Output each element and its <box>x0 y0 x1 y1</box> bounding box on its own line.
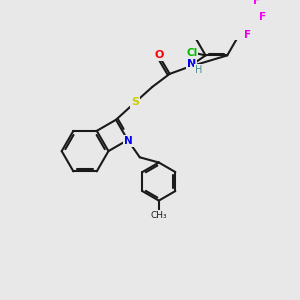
Text: Cl: Cl <box>186 48 197 58</box>
Text: O: O <box>154 50 164 60</box>
Text: N: N <box>187 58 196 68</box>
Text: F: F <box>259 12 266 22</box>
Text: CH₃: CH₃ <box>151 211 167 220</box>
Text: F: F <box>244 30 252 40</box>
Text: N: N <box>124 136 133 146</box>
Text: S: S <box>131 98 139 107</box>
Text: H: H <box>195 65 203 75</box>
Text: F: F <box>253 0 260 6</box>
